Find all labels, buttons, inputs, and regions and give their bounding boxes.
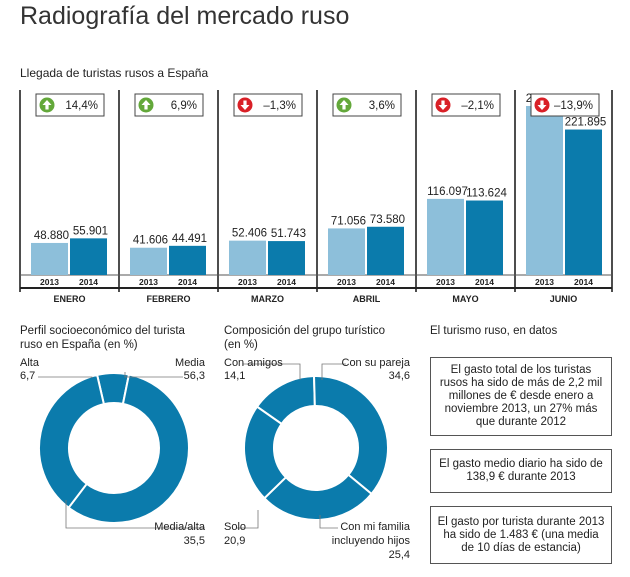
year-label-2013: 2013 <box>535 277 554 287</box>
slice-label-media-alta: Media/alta <box>154 521 205 533</box>
bar-2013-junio <box>526 105 563 276</box>
category-label-enero: ENERO <box>53 294 85 304</box>
bar-2014-enero <box>70 238 107 275</box>
slice-value-media-alta: 35,5 <box>183 535 205 547</box>
donut2-slice-1 <box>313 375 389 496</box>
category-label-abril: ABRIL <box>353 294 381 304</box>
year-label-2013: 2013 <box>238 277 257 287</box>
bar-2013-enero <box>31 242 68 275</box>
slice-value-pareja: 34,6 <box>388 370 410 382</box>
slice-value-alta: 6,7 <box>20 370 36 382</box>
year-label-2014: 2014 <box>79 277 98 287</box>
page-title: Radiografía del mercado ruso <box>20 2 350 30</box>
slice-label-solo: Solo <box>224 521 247 533</box>
data-label-2014-marzo: 51.743 <box>271 228 306 240</box>
year-label-2014: 2014 <box>475 277 494 287</box>
donut2-slice-0 <box>255 374 316 426</box>
slice-value-amigos: 14,1 <box>224 370 246 382</box>
data-label-2014-junio: 221.895 <box>565 117 607 129</box>
year-label-2014: 2014 <box>574 277 593 287</box>
slice-value-solo: 20,9 <box>224 535 246 547</box>
change-label-abril: 3,6% <box>369 100 395 112</box>
donut2-slice-2 <box>262 473 373 521</box>
category-label-junio: JUNIO <box>550 294 578 304</box>
year-label-2013: 2013 <box>337 277 356 287</box>
year-label-2014: 2014 <box>178 277 197 287</box>
data-label-2014-abril: 73.580 <box>370 214 405 226</box>
year-label-2014: 2014 <box>376 277 395 287</box>
year-label-2013: 2013 <box>436 277 455 287</box>
facts-title: El turismo ruso, en datos <box>430 325 558 337</box>
bar-2013-abril <box>328 228 365 275</box>
arrow-down-glyph <box>537 100 547 110</box>
year-label-2013: 2013 <box>40 277 59 287</box>
bar-2014-febrero <box>169 245 206 275</box>
data-label-2013-abril: 71.056 <box>331 215 366 227</box>
donut1-title: Perfil socioeconómico del turista ruso e… <box>20 325 185 351</box>
bar-2014-abril <box>367 226 404 275</box>
change-label-enero: 14,4% <box>65 100 98 112</box>
data-label-2013-enero: 48.880 <box>34 230 69 242</box>
change-box-enero <box>35 93 105 117</box>
change-label-febrero: 6,9% <box>171 100 197 112</box>
data-label-2013-mayo: 116.097 <box>427 186 468 198</box>
slice-value-familia: 25,4 <box>388 549 410 561</box>
arrow-up-glyph <box>339 100 349 110</box>
category-label-marzo: MARZO <box>251 294 284 304</box>
year-label-2014: 2014 <box>277 277 296 287</box>
bar-2014-junio <box>565 129 602 275</box>
bar-2014-marzo <box>268 241 305 275</box>
slice-label-familia-2: incluyendo hijos <box>331 535 410 547</box>
category-label-mayo: MAYO <box>452 294 478 304</box>
data-label-2013-febrero: 41.606 <box>133 235 168 247</box>
change-label-marzo: –1,3% <box>263 100 296 112</box>
change-box-mayo <box>431 93 501 117</box>
slice-label-alta: Alta <box>20 357 39 369</box>
slice-label-pareja: Con su pareja <box>341 357 411 369</box>
year-label-2013: 2013 <box>139 277 158 287</box>
bar-2013-marzo <box>229 240 266 275</box>
bar-2013-mayo <box>427 198 464 275</box>
arrow-up-glyph <box>141 100 151 110</box>
donut2-title: Composición del grupo turístico (en %) <box>224 325 386 351</box>
category-label-febrero: FEBRERO <box>146 294 190 304</box>
fact-box-per-tourist: El gasto por turista durante 2013 ha sid… <box>430 506 612 564</box>
data-label-2014-febrero: 44.491 <box>172 233 207 245</box>
donut1-slice-0 <box>95 372 131 406</box>
slice-label-amigos: Con amigos <box>224 357 283 369</box>
change-box-abril <box>332 93 402 117</box>
change-box-marzo <box>233 93 303 117</box>
change-label-mayo: –2,1% <box>461 100 494 112</box>
slice-label-familia-1: Con mi familia <box>340 521 410 533</box>
arrow-down-glyph <box>438 100 448 110</box>
change-box-junio <box>530 93 600 117</box>
donut1-slice-2 <box>38 373 106 510</box>
bar-chart: 48.880 55.901 2013 2014 ENERO 14,4% 41.606 44.4… <box>19 90 613 304</box>
slice-value-media: 56,3 <box>183 370 205 382</box>
donut1-slice-1 <box>67 373 190 524</box>
bar-2013-febrero <box>130 247 167 275</box>
donut2-slice-3 <box>243 405 288 500</box>
data-label-2014-mayo: 113.624 <box>466 188 507 200</box>
leader-alta <box>38 376 93 378</box>
change-label-junio: –13,9% <box>554 100 593 112</box>
slice-label-media: Media <box>175 357 205 369</box>
data-label-2013-marzo: 52.406 <box>232 228 267 240</box>
arrow-up-glyph <box>42 100 52 110</box>
arrow-down-glyph <box>240 100 250 110</box>
data-label-2014-enero: 55.901 <box>73 225 108 237</box>
bar-chart-title: Llegada de turistas rusos a España <box>20 66 209 80</box>
fact-box-total-spend: El gasto total de los turistas rusos ha … <box>430 357 612 436</box>
change-box-febrero <box>134 93 204 117</box>
fact-box-daily-spend: El gasto medio diario ha sido de 138,9 €… <box>430 449 612 493</box>
bar-2014-mayo <box>466 200 503 275</box>
